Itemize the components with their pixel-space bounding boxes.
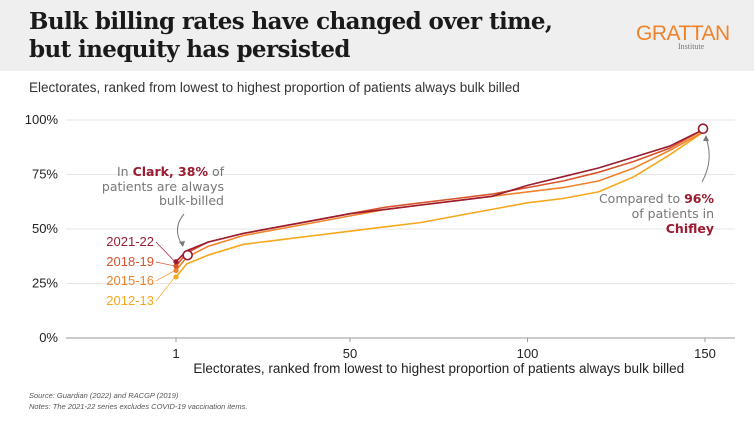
series-line-2012-13 <box>175 130 706 278</box>
chifley-arrow <box>701 137 710 183</box>
series-label-leader <box>155 276 176 302</box>
clark-marker <box>182 249 193 261</box>
x-tick-label: 100 <box>517 346 539 361</box>
notes-note: Notes: The 2021-22 series excludes COVID… <box>29 402 248 411</box>
chifley-annotation-line2: of patients in <box>632 206 714 221</box>
header-banner: Bulk billing rates have changed over tim… <box>0 0 754 71</box>
y-tick-label: 100% <box>25 112 59 127</box>
series-label-leader <box>155 270 176 282</box>
chart-title: Bulk billing rates have changed over tim… <box>29 8 553 63</box>
series-label: 2012-13 <box>106 293 154 308</box>
series-start-point-2018-19 <box>173 263 179 269</box>
x-tick-label: 1 <box>172 346 179 361</box>
grattan-logo: GRATTAN <box>636 22 730 45</box>
series-line-2021-22 <box>175 127 706 263</box>
x-tick-label: 150 <box>694 346 716 361</box>
chifley-annotation-line1: Compared to 96% <box>599 191 715 206</box>
y-tick-label: 50% <box>32 221 58 236</box>
series-start-point-2015-16 <box>173 267 179 274</box>
grattan-logo-sub: Institute <box>678 42 705 51</box>
series-label: 2021-22 <box>106 234 154 249</box>
clark-annotation-line2: patients are always <box>102 179 224 194</box>
series-label-leader <box>155 241 176 262</box>
y-tick-label: 25% <box>32 276 58 291</box>
chifley-annotation-line3: Chifley <box>666 221 714 236</box>
clark-annotation-line3: bulk-billed <box>159 193 224 208</box>
series-label: 2015-16 <box>106 273 154 288</box>
series-start-point-2021-22 <box>173 259 179 265</box>
series-start-point-2012-13 <box>173 274 179 280</box>
chifley-marker <box>697 123 709 135</box>
chifley-arrowhead <box>703 135 709 141</box>
clark-arrowhead <box>179 241 185 247</box>
series-label: 2018-19 <box>106 254 154 269</box>
x-tick-label: 50 <box>343 346 357 361</box>
y-tick-label: 0% <box>39 330 58 345</box>
y-tick-label: 75% <box>32 167 58 182</box>
x-axis-label: Electorates, ranked from lowest to highe… <box>193 361 684 376</box>
clark-annotation-line1: In Clark, 38% of <box>117 164 225 179</box>
series-label-leader <box>155 261 176 267</box>
source-note: Source: Guardian (2022) and RACGP (2019) <box>29 391 179 400</box>
chart-subtitle: Electorates, ranked from lowest to highe… <box>29 80 520 95</box>
